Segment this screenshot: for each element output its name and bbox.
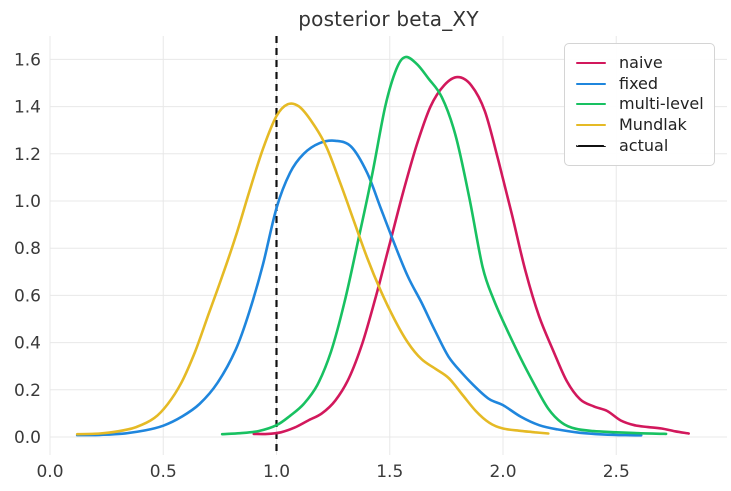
y-tick-label: 0.8: [14, 239, 41, 259]
x-tick-label: 2.0: [489, 462, 516, 482]
legend-line-sample: [576, 82, 606, 85]
legend-label: naive: [619, 53, 663, 73]
legend-label: multi-level: [619, 94, 704, 114]
curve-Mundlak: [75, 102, 550, 436]
x-tick-label: 1.5: [376, 462, 403, 482]
legend-line-sample: [576, 62, 606, 65]
curve-naive: [252, 75, 690, 436]
x-tick-label: 1.0: [263, 462, 290, 482]
x-tick-label: 0.0: [36, 462, 63, 482]
x-tick-label: 0.5: [150, 462, 177, 482]
y-tick-label: 0.0: [14, 428, 41, 448]
x-tick-label: 2.5: [603, 462, 630, 482]
y-tick-label: 1.4: [14, 98, 41, 118]
y-tick-label: 1.2: [14, 145, 41, 165]
y-tick-label: 1.6: [14, 50, 41, 70]
curve-multi-level: [220, 55, 668, 436]
legend-item-actual: actual: [576, 135, 706, 156]
legend-item-Mundlak: Mundlak: [576, 115, 706, 136]
y-tick-label: 0.2: [14, 381, 41, 401]
legend-item-fixed: fixed: [576, 74, 706, 95]
legend-label: fixed: [619, 73, 659, 93]
legend-label: actual: [619, 135, 669, 155]
y-tick-label: 0.6: [14, 286, 41, 306]
y-tick-label: 1.0: [14, 192, 41, 212]
curve-fixed: [75, 139, 643, 437]
legend-label: Mundlak: [619, 115, 687, 135]
legend: naive fixed multi-level Mundlak actual: [564, 43, 715, 166]
legend-line-sample: [576, 124, 606, 127]
chart-title: posterior beta_XY: [298, 7, 479, 31]
legend-line-sample: [576, 103, 606, 106]
legend-dashed-line-sample: [576, 144, 606, 147]
legend-item-naive: naive: [576, 53, 706, 74]
legend-item-multi-level: multi-level: [576, 94, 706, 115]
y-tick-label: 0.4: [14, 334, 41, 354]
